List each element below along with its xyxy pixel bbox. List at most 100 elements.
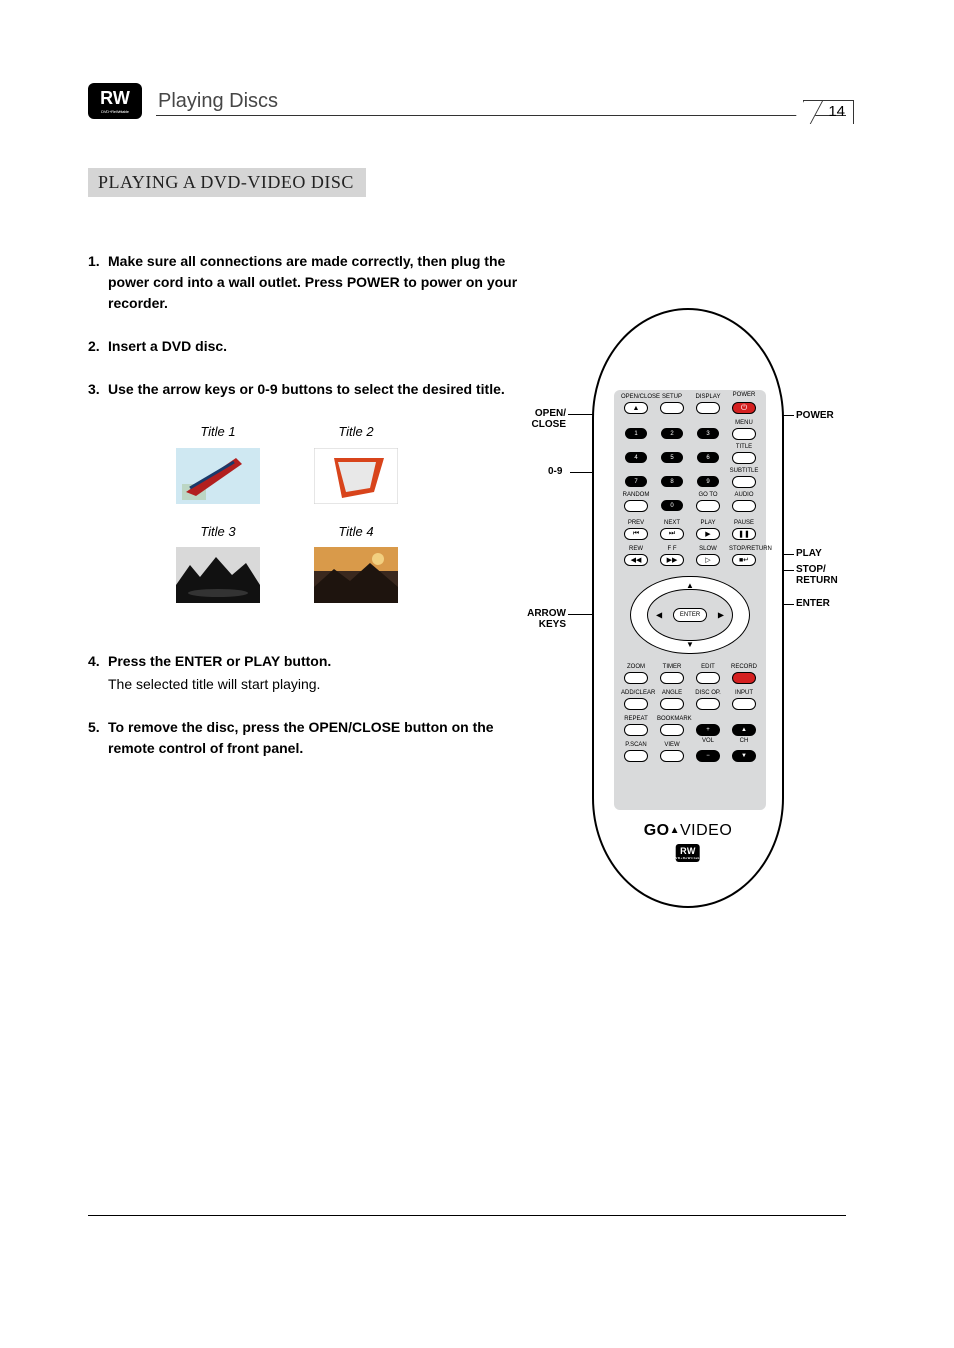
btn-9: 9 <box>697 476 719 487</box>
title-4-label: Title 4 <box>296 522 416 542</box>
step-3-text: Use the arrow keys or 0-9 buttons to sel… <box>108 381 505 397</box>
btn-play: ▶ <box>696 528 720 540</box>
step-2-number: 2. <box>88 336 108 357</box>
title-1-label: Title 1 <box>158 422 278 442</box>
lbl-audio: AUDIO <box>729 492 759 498</box>
footer-rule <box>88 1215 846 1216</box>
rw-badge-text: RW <box>100 88 130 109</box>
btn-enter: ENTER <box>673 608 707 622</box>
btn-4: 4 <box>625 452 647 463</box>
lbl-ff: F F <box>657 546 687 552</box>
remote-panel: OPEN/CLOSE ▲ SETUP DISPLAY POWER ⏻ MENU … <box>614 390 766 810</box>
btn-1: 1 <box>625 428 647 439</box>
rw-badge: RW DVD+ReWritable <box>88 83 142 119</box>
step-4-text: Press the ENTER or PLAY button. <box>108 653 331 669</box>
btn-zoom <box>624 672 648 684</box>
btn-vol-up: + <box>696 724 720 736</box>
btn-ch-up: ▲ <box>732 724 756 736</box>
lbl-pause: PAUSE <box>729 520 759 526</box>
section-title: PLAYING A DVD-VIDEO DISC <box>88 168 366 197</box>
remote-rw-badge: RW DVD+ReWritable <box>676 844 700 862</box>
btn-subtitle <box>732 476 756 488</box>
callout-enter: ENTER <box>796 598 830 609</box>
lbl-goto: GO TO <box>693 492 723 498</box>
btn-discop <box>696 698 720 710</box>
btn-audio <box>732 500 756 512</box>
step-1: 1. Make sure all connections are made co… <box>88 251 846 314</box>
btn-power: ⏻ <box>732 402 756 414</box>
btn-input <box>732 698 756 710</box>
btn-prev: ⏮ <box>624 528 648 540</box>
title-2-label: Title 2 <box>296 422 416 442</box>
step-5-text: To remove the disc, press the OPEN/CLOSE… <box>108 719 494 756</box>
btn-pause: ❚❚ <box>732 528 756 540</box>
lbl-vol: VOL <box>693 738 723 744</box>
btn-8: 8 <box>661 476 683 487</box>
title-4-thumb <box>314 547 398 603</box>
callout-power: POWER <box>796 410 834 421</box>
lbl-zoom: ZOOM <box>621 664 651 670</box>
page-title: Playing Discs <box>158 90 278 113</box>
callout-openclose: OPEN/ CLOSE <box>516 408 566 430</box>
title-2-thumb <box>314 448 398 504</box>
btn-view <box>660 750 684 762</box>
btn-6: 6 <box>697 452 719 463</box>
btn-stop: ■↵ <box>732 554 756 566</box>
lbl-timer: TIMER <box>657 664 687 670</box>
lbl-prev: PREV <box>621 520 651 526</box>
lbl-edit: EDIT <box>693 664 723 670</box>
lbl-stop: STOP/RETURN <box>729 546 759 552</box>
btn-goto <box>696 500 720 512</box>
lbl-random: RANDOM <box>621 492 651 498</box>
btn-slow: ▷ <box>696 554 720 566</box>
btn-display <box>696 402 720 414</box>
lbl-view: VIEW <box>657 742 687 748</box>
title-3-cell: Title 3 <box>158 522 278 604</box>
arrow-down-icon: ▼ <box>686 640 694 649</box>
lbl-record: RECORD <box>729 664 759 670</box>
rw-badge-sub: DVD+ReWritable <box>101 109 129 114</box>
btn-5: 5 <box>661 452 683 463</box>
btn-ff: ▶▶ <box>660 554 684 566</box>
btn-next: ⏭ <box>660 528 684 540</box>
callout-play: PLAY <box>796 548 822 559</box>
btn-pscan <box>624 750 648 762</box>
btn-0: 0 <box>661 500 683 511</box>
btn-record <box>732 672 756 684</box>
title-1-thumb <box>176 448 260 504</box>
lbl-rew: REW <box>621 546 651 552</box>
btn-setup <box>660 402 684 414</box>
lbl-pscan: P.SCAN <box>621 742 651 748</box>
logo-go: GO <box>644 822 670 839</box>
header-rule <box>156 115 846 116</box>
arrow-left-icon: ◀ <box>656 611 662 620</box>
btn-openclose: ▲ <box>624 402 648 414</box>
lbl-addclear: ADD/CLEAR <box>621 690 651 696</box>
lbl-input: INPUT <box>729 690 759 696</box>
remote-logo: GO▲VIDEO RW DVD+ReWritable <box>644 822 733 862</box>
lbl-discop: DISC OP. <box>693 690 723 696</box>
btn-edit <box>696 672 720 684</box>
title-2-cell: Title 2 <box>296 422 416 504</box>
step-4-sub: The selected title will start playing. <box>108 674 331 695</box>
lbl-openclose: OPEN/CLOSE <box>621 394 651 400</box>
btn-menu <box>732 428 756 440</box>
btn-angle <box>660 698 684 710</box>
lbl-title: TITLE <box>729 444 759 450</box>
step-1-number: 1. <box>88 251 108 314</box>
title-3-thumb <box>176 547 260 603</box>
btn-bookmark <box>660 724 684 736</box>
lbl-slow: SLOW <box>693 546 723 552</box>
lbl-angle: ANGLE <box>657 690 687 696</box>
remote-body: OPEN/CLOSE ▲ SETUP DISPLAY POWER ⏻ MENU … <box>592 308 784 908</box>
lbl-subtitle: SUBTITLE <box>729 468 759 474</box>
lbl-ch: CH <box>729 738 759 744</box>
btn-addclear <box>624 698 648 710</box>
page-number-box: 14 <box>803 100 854 124</box>
page-number: 14 <box>828 103 845 120</box>
arrow-dial: ▲ ▼ ◀ ▶ ENTER <box>630 576 750 654</box>
logo-video: VIDEO <box>680 822 732 839</box>
btn-repeat <box>624 724 648 736</box>
btn-7: 7 <box>625 476 647 487</box>
lbl-next: NEXT <box>657 520 687 526</box>
